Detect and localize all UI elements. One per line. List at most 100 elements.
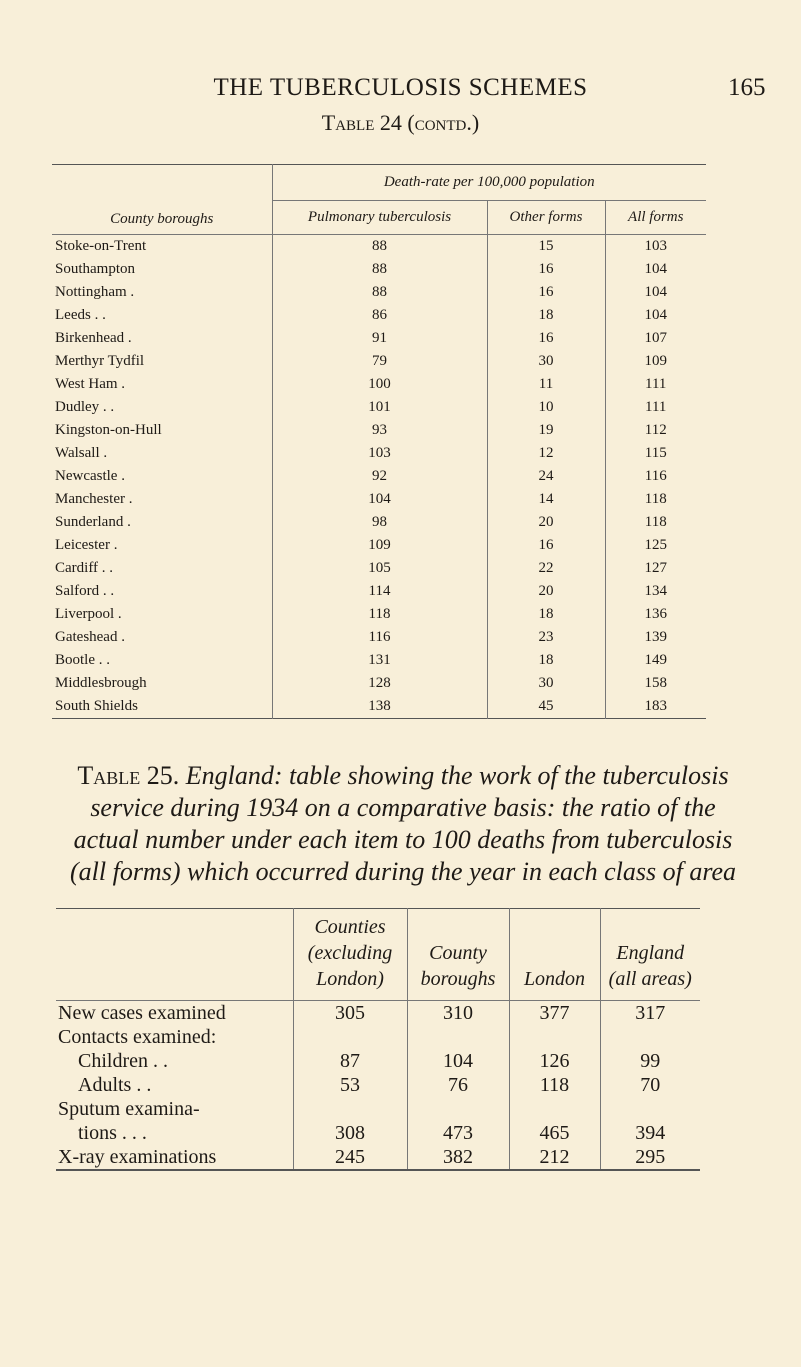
all-forms-value: 107 bbox=[604, 327, 706, 350]
table-row: Dudley . . 101 10 111 bbox=[52, 396, 706, 419]
borough-name: Bootle . . bbox=[55, 652, 110, 668]
all-forms-value: 115 bbox=[604, 442, 706, 465]
table-row: Cardiff . . 105 22 127 bbox=[52, 557, 706, 580]
other-forms-value: 24 bbox=[486, 465, 605, 488]
borough-name: Southampton bbox=[55, 261, 136, 277]
ratio-value bbox=[292, 1025, 407, 1049]
all-forms-value: 111 bbox=[604, 396, 706, 419]
all-forms-value: 104 bbox=[604, 258, 706, 281]
other-forms-value: 23 bbox=[486, 626, 605, 649]
other-forms-value: 16 bbox=[486, 258, 605, 281]
pulmonary-value: 128 bbox=[271, 672, 487, 695]
ratio-value bbox=[599, 1025, 700, 1049]
borough-name: West Ham . bbox=[55, 376, 126, 392]
ratio-value bbox=[406, 1025, 509, 1049]
borough-name: Dudley . . bbox=[55, 399, 115, 415]
other-forms-value: 14 bbox=[486, 488, 605, 511]
all-forms-value: 118 bbox=[604, 511, 706, 534]
other-forms-value: 16 bbox=[486, 534, 605, 557]
ratio-value: 118 bbox=[508, 1073, 600, 1097]
pulmonary-value: 104 bbox=[271, 488, 487, 511]
pulmonary-value: 100 bbox=[271, 373, 487, 396]
pulmonary-value: 88 bbox=[271, 234, 487, 258]
ratio-value: 87 bbox=[292, 1049, 407, 1073]
other-forms-value: 10 bbox=[486, 396, 605, 419]
borough-name: Cardiff . . bbox=[55, 560, 114, 576]
ratio-value: 317 bbox=[599, 1000, 700, 1025]
table-row: Newcastle . 92 24 116 bbox=[52, 465, 706, 488]
page-number: 165 bbox=[728, 74, 766, 101]
table-row: Stoke-on-Trent 88 15 103 bbox=[52, 234, 706, 258]
all-forms-value: 109 bbox=[604, 350, 706, 373]
other-forms-value: 12 bbox=[486, 442, 605, 465]
other-forms-value: 30 bbox=[486, 350, 605, 373]
other-forms-value: 18 bbox=[486, 304, 605, 327]
other-forms-value: 15 bbox=[486, 234, 605, 258]
borough-name: Stoke-on-Trent bbox=[55, 238, 147, 254]
borough-name: Gateshead . bbox=[55, 629, 125, 645]
pulmonary-value: 101 bbox=[271, 396, 487, 419]
ratio-value: 99 bbox=[599, 1049, 700, 1073]
borough-name: Nottingham . bbox=[55, 284, 135, 300]
table-24: County boroughs Death-rate per 100,000 p… bbox=[52, 164, 706, 719]
borough-name: Kingston-on-Hull bbox=[55, 422, 162, 438]
pulmonary-value: 105 bbox=[271, 557, 487, 580]
all-forms-value: 139 bbox=[604, 626, 706, 649]
borough-name: Middlesbrough bbox=[55, 675, 147, 691]
ratio-value: 245 bbox=[292, 1145, 407, 1170]
pulmonary-value: 88 bbox=[271, 281, 487, 304]
table-row: Manchester . 104 14 118 bbox=[52, 488, 706, 511]
ratio-value: 473 bbox=[406, 1121, 509, 1145]
row-label: Sputum examina- bbox=[58, 1098, 200, 1120]
table-row: Sunderland . 98 20 118 bbox=[52, 511, 706, 534]
all-forms-value: 116 bbox=[604, 465, 706, 488]
borough-name: Birkenhead . bbox=[55, 330, 132, 346]
all-forms-value: 158 bbox=[604, 672, 706, 695]
table-row: Southampton 88 16 104 bbox=[52, 258, 706, 281]
row-label: Adults . . bbox=[78, 1074, 152, 1096]
table-row: Bootle . . 131 18 149 bbox=[52, 649, 706, 672]
table-row: Salford . . 114 20 134 bbox=[52, 580, 706, 603]
group-header-death-rate: Death-rate per 100,000 population bbox=[271, 164, 706, 201]
ratio-value: 295 bbox=[599, 1145, 700, 1170]
table-row: Merthyr Tydfil 79 30 109 bbox=[52, 350, 706, 373]
borough-name: Manchester . bbox=[55, 491, 133, 507]
column-header-england: England (all areas) bbox=[599, 908, 700, 1001]
borough-name: South Shields bbox=[55, 698, 138, 714]
table-24-title: Table 24 (contd.) bbox=[321, 110, 480, 135]
borough-name: Walsall . bbox=[55, 445, 108, 461]
other-forms-value: 18 bbox=[486, 649, 605, 672]
other-forms-value: 20 bbox=[486, 511, 605, 534]
table-row: New cases examined 305 310 377 317 bbox=[56, 1000, 700, 1025]
all-forms-value: 183 bbox=[604, 695, 706, 719]
row-label: X-ray examinations bbox=[58, 1146, 217, 1168]
ratio-value: 465 bbox=[508, 1121, 600, 1145]
table-row: tions . . . 308 473 465 394 bbox=[56, 1121, 700, 1145]
column-header-other-forms: Other forms bbox=[486, 200, 605, 235]
ratio-value: 76 bbox=[406, 1073, 509, 1097]
borough-name: Salford . . bbox=[55, 583, 115, 599]
other-forms-value: 18 bbox=[486, 603, 605, 626]
borough-name: Leicester . bbox=[55, 537, 118, 553]
column-header-county-boroughs: County boroughs bbox=[52, 164, 272, 235]
ratio-value: 310 bbox=[406, 1000, 509, 1025]
row-label: New cases examined bbox=[58, 1002, 226, 1024]
ratio-value bbox=[508, 1025, 600, 1049]
table-row: Leeds . . 86 18 104 bbox=[52, 304, 706, 327]
table-row: Walsall . 103 12 115 bbox=[52, 442, 706, 465]
row-label: Contacts examined: bbox=[58, 1026, 217, 1048]
pulmonary-value: 92 bbox=[271, 465, 487, 488]
table-25: Counties (excluding London) County borou… bbox=[56, 908, 700, 1171]
table-row: Leicester . 109 16 125 bbox=[52, 534, 706, 557]
table-row: X-ray examinations 245 382 212 295 bbox=[56, 1145, 700, 1170]
all-forms-value: 104 bbox=[604, 304, 706, 327]
borough-name: Sunderland . bbox=[55, 514, 131, 530]
ratio-value: 70 bbox=[599, 1073, 700, 1097]
ratio-value: 394 bbox=[599, 1121, 700, 1145]
other-forms-value: 16 bbox=[486, 281, 605, 304]
column-header-london: London bbox=[508, 908, 600, 1001]
other-forms-value: 20 bbox=[486, 580, 605, 603]
all-forms-value: 118 bbox=[604, 488, 706, 511]
table-row: West Ham . 100 11 111 bbox=[52, 373, 706, 396]
other-forms-value: 45 bbox=[486, 695, 605, 719]
